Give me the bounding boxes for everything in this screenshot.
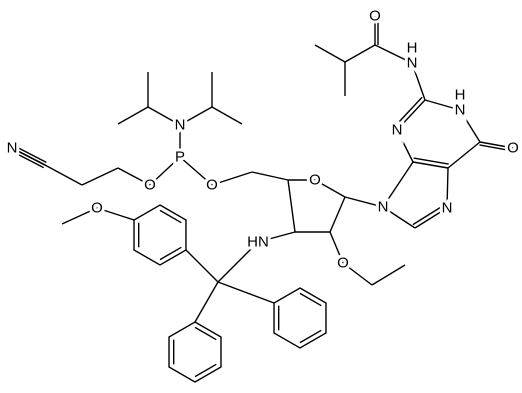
bond: [412, 204, 446, 226]
bond: [11, 147, 46, 166]
atom-label: HN: [247, 234, 269, 251]
bond: [211, 106, 243, 125]
bond: [374, 44, 413, 64]
bond: [273, 287, 327, 349]
bond: [217, 241, 259, 283]
bond: [342, 262, 373, 286]
atom-label: O: [369, 8, 381, 25]
bond: [413, 157, 449, 165]
bond: [81, 167, 119, 186]
atom-label: N: [392, 122, 403, 139]
atom-label: P: [175, 149, 185, 166]
bond: [299, 292, 322, 307]
atom-label: O: [309, 172, 321, 189]
bond: [257, 231, 296, 243]
bond: [149, 156, 181, 186]
atom-label: O: [144, 177, 156, 194]
bond: [479, 144, 513, 152]
bond: [194, 326, 217, 341]
atom-label: H: [407, 40, 418, 57]
bond: [459, 109, 481, 143]
atom-label: O: [206, 177, 218, 194]
bond: [179, 156, 213, 186]
bond: [96, 207, 135, 221]
bond: [447, 141, 481, 169]
bond: [396, 99, 426, 131]
atom-label: H: [455, 87, 466, 104]
bond: [13, 144, 47, 163]
atom-label: N: [175, 117, 186, 134]
bond: [179, 106, 213, 126]
atom-label: O: [507, 140, 519, 157]
bond: [133, 204, 187, 266]
bond: [194, 281, 219, 323]
bond: [344, 44, 376, 63]
atom-label: N: [442, 200, 453, 217]
bond: [217, 281, 275, 304]
bond: [251, 171, 289, 181]
bond: [329, 231, 344, 264]
bond: [117, 106, 149, 125]
atom-label: O: [91, 200, 103, 217]
bond: [117, 167, 151, 186]
atom-label: N: [455, 102, 466, 119]
bond: [314, 44, 346, 63]
bond: [194, 363, 217, 378]
bond: [44, 164, 83, 186]
bond: [412, 161, 449, 169]
bond: [446, 167, 449, 209]
bond: [396, 129, 414, 163]
atom-labels: N O P N O O HN O O N N N N H N H O O: [4, 5, 522, 275]
bond: [287, 179, 296, 233]
bond: [10, 150, 44, 169]
bond: [329, 196, 346, 233]
bond: [159, 246, 182, 261]
bond: [211, 171, 253, 186]
atom-label: N: [407, 55, 418, 72]
bonds: [10, 16, 514, 383]
bond: [299, 329, 322, 344]
bond: [147, 106, 181, 126]
bond: [371, 264, 406, 286]
bond: [344, 196, 384, 208]
atom-label: N: [7, 140, 18, 157]
bond: [168, 321, 222, 383]
bond: [411, 62, 426, 101]
bond: [314, 179, 346, 198]
bond: [479, 141, 514, 149]
bond: [185, 249, 219, 283]
bond: [382, 206, 416, 229]
atom-label: N: [378, 199, 389, 216]
bond: [61, 207, 98, 225]
bond: [393, 96, 423, 128]
atom-label: O: [337, 255, 349, 272]
bond: [424, 99, 461, 111]
bond: [414, 207, 448, 229]
bond: [159, 209, 182, 224]
bond: [382, 161, 414, 208]
